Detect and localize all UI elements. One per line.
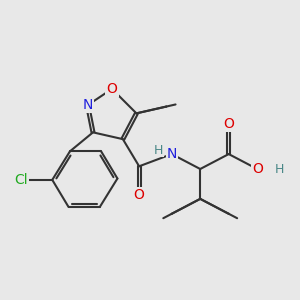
Text: H: H <box>274 163 283 176</box>
Text: N: N <box>167 147 177 161</box>
Text: H: H <box>154 143 164 157</box>
Text: O: O <box>252 162 263 176</box>
Text: Cl: Cl <box>14 173 28 187</box>
Text: O: O <box>106 82 117 96</box>
Text: N: N <box>82 98 93 112</box>
Text: O: O <box>134 188 145 202</box>
Text: O: O <box>223 117 234 131</box>
